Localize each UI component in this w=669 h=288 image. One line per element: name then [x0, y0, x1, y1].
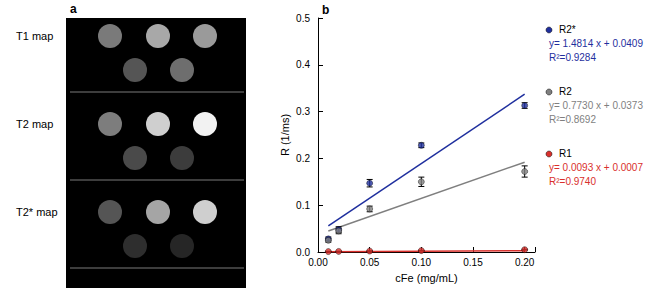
svg-text:0.4: 0.4	[296, 59, 310, 70]
svg-text:y= 0.7730 x + 0.0373: y= 0.7730 x + 0.0373	[549, 100, 643, 111]
svg-text:0.00: 0.00	[308, 257, 328, 268]
svg-text:R²=0.9740: R²=0.9740	[549, 176, 596, 187]
svg-text:0.1: 0.1	[296, 200, 310, 211]
svg-text:0.0: 0.0	[296, 246, 310, 258]
svg-text:cFe (mg/mL): cFe (mg/mL)	[395, 272, 457, 284]
svg-text:R²=0.8692: R²=0.8692	[549, 114, 596, 125]
svg-text:0.10: 0.10	[412, 257, 432, 268]
svg-text:0.05: 0.05	[360, 257, 380, 268]
svg-text:a: a	[70, 2, 77, 16]
svg-text:R1: R1	[559, 148, 572, 159]
svg-text:0.20: 0.20	[515, 257, 535, 268]
svg-text:R2: R2	[559, 86, 572, 97]
svg-text:R2*: R2*	[559, 24, 576, 35]
svg-text:y= 0.0093 x + 0.0007: y= 0.0093 x + 0.0007	[549, 162, 643, 173]
svg-text:y= 1.4814 x + 0.0409: y= 1.4814 x + 0.0409	[549, 38, 643, 49]
svg-text:T1 map: T1 map	[16, 30, 53, 42]
svg-text:0.5: 0.5	[296, 13, 310, 24]
svg-text:T2 map: T2 map	[16, 118, 53, 130]
svg-text:0.15: 0.15	[463, 257, 483, 268]
svg-text:R²=0.9284: R²=0.9284	[549, 52, 596, 63]
svg-text:0.2: 0.2	[296, 153, 310, 164]
svg-text:0.3: 0.3	[296, 106, 310, 117]
svg-text:R (1/ms): R (1/ms)	[279, 114, 291, 156]
svg-text:T2* map: T2* map	[16, 206, 58, 218]
svg-text:b: b	[322, 3, 329, 17]
